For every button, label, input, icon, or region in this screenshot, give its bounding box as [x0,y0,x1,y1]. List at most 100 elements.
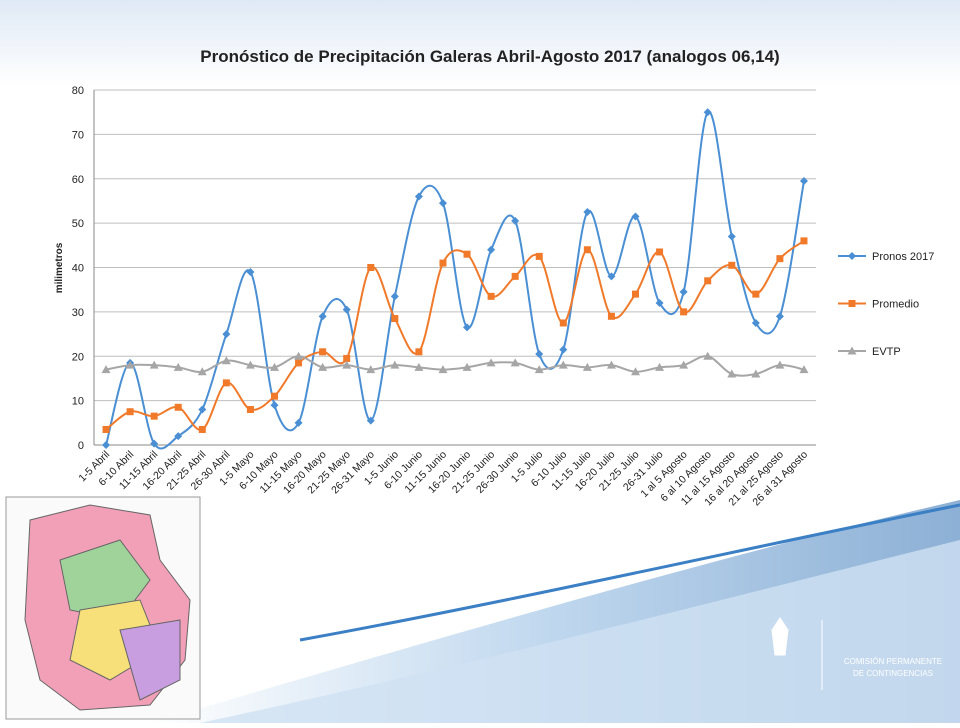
point [559,345,568,354]
point [703,351,713,360]
point [606,360,616,369]
point [391,315,399,323]
point [632,290,639,298]
point [270,401,279,410]
point [655,362,665,371]
point [680,308,688,316]
point [197,367,207,376]
point [847,346,857,355]
point [125,360,135,369]
point [222,379,230,387]
y-axis-label: milimetros [54,242,65,293]
point [174,432,183,441]
point [799,176,808,185]
point [848,300,856,307]
point [319,348,327,356]
point [342,360,352,369]
point [198,425,206,433]
point [728,261,736,269]
point [558,360,568,369]
y-tick-label: 30 [72,307,84,319]
point [848,252,856,260]
point [704,277,712,285]
point [583,246,591,254]
point [343,354,351,362]
point [751,318,760,327]
point [463,250,471,258]
legend-label: Pronos 2017 [872,251,934,263]
point [776,255,784,263]
point [390,292,399,301]
point [559,319,567,327]
point [295,359,303,367]
point [222,330,231,339]
point [511,216,520,225]
point [415,348,423,356]
chart-title: Pronóstico de Precipitación Galeras Abri… [200,47,779,66]
y-tick-label: 70 [72,129,84,141]
point [462,362,472,371]
point [800,237,808,245]
point [799,365,809,374]
point [318,312,327,321]
point [438,365,448,374]
y-tick-label: 10 [72,396,84,408]
y-tick-label: 80 [72,85,84,97]
point [101,365,111,374]
point [535,252,543,260]
point [463,323,472,332]
point [102,425,110,433]
point [245,360,255,369]
point [487,292,495,300]
wave-line [299,503,960,642]
y-tick-label: 20 [72,351,84,363]
point [727,369,737,378]
point [366,365,376,374]
point [510,358,520,367]
point [727,232,736,241]
point [221,356,231,365]
logo: COMISIÓN PERMANENTE DE CONTINGENCIAS [771,617,942,690]
point [149,360,159,369]
point [439,259,447,267]
map [5,496,201,720]
series-line [105,110,805,450]
point [535,350,544,359]
point [342,305,351,314]
point [487,245,496,254]
wave [200,540,960,723]
point [679,360,689,369]
point [294,351,304,360]
point [486,358,496,367]
point [367,264,375,271]
point [150,412,158,420]
point [655,299,664,307]
point [582,362,592,371]
point [198,405,207,414]
point [775,360,785,369]
point [294,418,303,427]
legend-label: EVTP [872,346,901,358]
logo-text: DE CONTINGENCIAS [853,669,933,678]
point [583,208,592,217]
point [246,267,255,276]
point [414,192,423,201]
point [414,362,424,371]
y-tick-label: 0 [78,440,84,452]
point [511,272,519,280]
y-tick-label: 60 [72,174,84,186]
point [318,362,328,371]
point [752,290,760,298]
point [126,408,134,416]
point [751,369,761,378]
point [534,365,544,374]
y-tick-label: 40 [72,263,84,275]
legend-label: Promedio [872,299,919,311]
logo-text: COMISIÓN PERMANENTE [844,657,942,666]
point [102,441,111,449]
y-tick-label: 50 [72,218,84,230]
point [775,312,784,321]
point [271,392,278,400]
point [438,199,447,208]
